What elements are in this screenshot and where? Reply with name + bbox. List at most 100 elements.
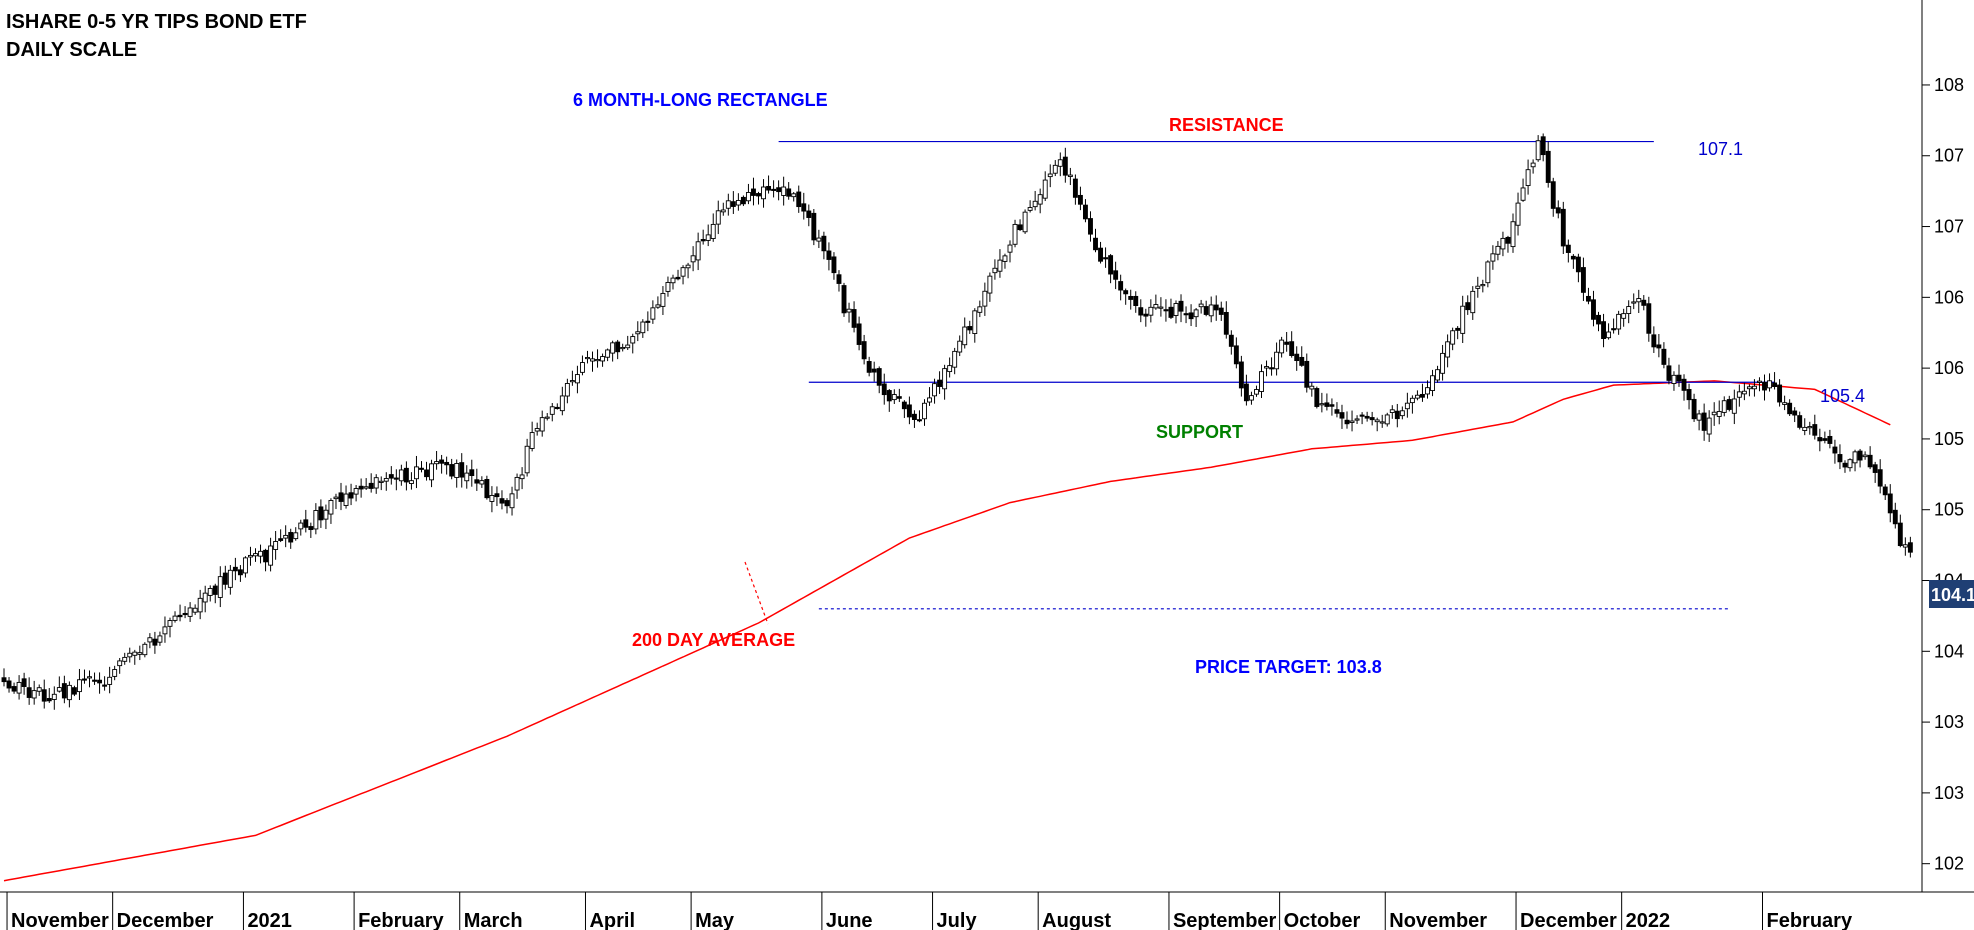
candle-down [801, 203, 807, 212]
candle-up [1495, 245, 1501, 255]
candle-down [740, 196, 746, 205]
candle-down [263, 549, 269, 563]
candle-up [56, 687, 62, 692]
candle-down [937, 379, 943, 387]
candle-up [1490, 253, 1496, 262]
candle-up [1057, 159, 1063, 167]
candle-down [836, 274, 842, 284]
candle-up [816, 237, 822, 242]
candle-up [1510, 221, 1516, 248]
candle-up [1374, 419, 1380, 423]
candle-up [1852, 451, 1858, 464]
candle-up [1319, 403, 1325, 406]
candle-down [1897, 522, 1903, 547]
candle-up [1711, 411, 1717, 416]
last-price-box [1929, 580, 1974, 608]
y-tick-label: 106 [1934, 358, 1964, 378]
candle-down [1238, 361, 1244, 389]
candle-up [695, 241, 701, 261]
candle-up [1445, 341, 1451, 358]
candle-down [1580, 267, 1586, 293]
candle-up [1847, 459, 1853, 469]
candle-up [464, 472, 470, 482]
candle-up [1807, 426, 1813, 429]
resistance-value-label: 107.1 [1698, 139, 1743, 159]
candle-up [112, 669, 118, 677]
candle-up [1254, 389, 1259, 395]
candle-up [670, 277, 676, 284]
x-tick-label: April [589, 910, 635, 930]
candle-down [700, 239, 706, 242]
candle-down [1284, 341, 1290, 345]
candle-up [414, 466, 419, 480]
candle-down [368, 482, 374, 489]
candle-down [1213, 304, 1219, 311]
y-tick-label: 102 [1934, 854, 1964, 874]
candle-up [655, 304, 661, 308]
candle-up [197, 597, 203, 613]
candle-down [419, 467, 424, 470]
candle-down [806, 210, 812, 218]
y-tick-label: 107 [1934, 146, 1964, 166]
candle-up [705, 234, 711, 241]
candle-down [1545, 150, 1551, 183]
candle-down [92, 679, 97, 682]
candle-up [559, 395, 565, 412]
candle-up [117, 660, 123, 667]
candle-up [1706, 417, 1712, 435]
candle-down [278, 538, 284, 541]
candle-down [1062, 156, 1068, 176]
candle-up [192, 607, 198, 613]
candle-up [1259, 371, 1264, 392]
candles-layer [1, 133, 1913, 710]
candle-up [227, 569, 233, 588]
candle-down [1555, 207, 1561, 214]
candle-up [1349, 420, 1355, 423]
candle-up [1148, 306, 1154, 316]
candle-down [1777, 384, 1783, 403]
candle-down [308, 526, 314, 531]
candle-up [36, 687, 42, 692]
candle-up [529, 432, 535, 449]
candle-down [1098, 247, 1103, 262]
candle-up [429, 463, 434, 481]
candle-down [1243, 383, 1249, 402]
candle-down [1601, 321, 1606, 340]
candle-up [942, 368, 948, 390]
candle-down [1570, 255, 1576, 260]
candle-up [1450, 330, 1456, 345]
candle-down [403, 467, 409, 483]
candle-down [751, 188, 756, 196]
candle-down [811, 212, 817, 241]
candle-down [177, 614, 183, 618]
candle-down [303, 519, 309, 528]
candle-up [31, 690, 37, 699]
candle-up [534, 428, 540, 432]
y-tick-label: 105 [1934, 429, 1964, 449]
candle-up [519, 474, 525, 480]
candle-up [253, 553, 258, 557]
candle-up [1399, 410, 1405, 417]
candle-down [449, 464, 455, 477]
chart-title: ISHARE 0-5 YR TIPS BOND ETF [6, 11, 307, 33]
candle-up [1460, 305, 1466, 334]
candle-up [932, 383, 937, 397]
x-tick-label: September [1173, 910, 1277, 930]
candle-down [1228, 334, 1234, 347]
candle-up [313, 510, 319, 530]
candle-up [1480, 284, 1486, 287]
candle-up [605, 349, 611, 358]
candle-up [544, 416, 550, 419]
candle-up [1173, 303, 1179, 316]
candle-down [6, 680, 12, 689]
candle-up [489, 495, 495, 502]
candle-down [1, 677, 7, 683]
candle-up [564, 383, 570, 397]
candle-down [906, 404, 912, 418]
candle-down [1772, 382, 1778, 388]
candle-up [1042, 179, 1048, 199]
candle-up [635, 331, 641, 335]
candle-up [1736, 391, 1742, 398]
